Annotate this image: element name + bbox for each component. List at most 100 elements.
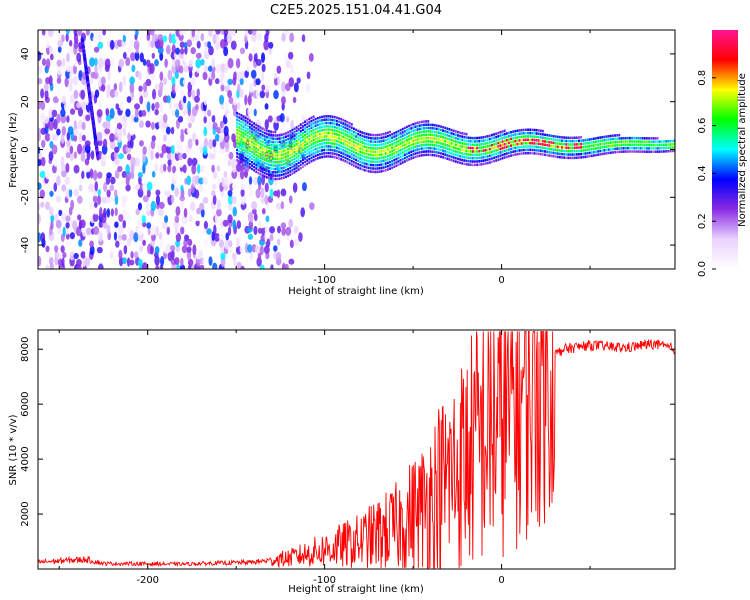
heatmap-cell [539, 146, 542, 149]
heatmap-cell [444, 140, 447, 143]
heatmap-cell [288, 218, 293, 228]
heatmap-cell [106, 224, 111, 235]
heatmap-cell [635, 146, 638, 150]
heatmap-cell [667, 139, 670, 143]
heatmap-cell [251, 154, 253, 157]
heatmap-cell [321, 122, 324, 125]
heatmap-cell [505, 145, 508, 149]
heatmap-cell [289, 32, 295, 43]
heatmap-cell [569, 136, 572, 140]
heatmap-cell [656, 140, 659, 143]
heatmap-cell [414, 155, 417, 159]
heatmap-cell [122, 219, 127, 229]
heatmap-cell [546, 143, 549, 147]
heatmap-cell [282, 146, 285, 149]
heatmap-cell [433, 130, 436, 134]
heatmap-cell [280, 153, 283, 157]
heatmap-cell [376, 170, 379, 174]
heatmap-cell [397, 133, 400, 136]
heatmap-cell [401, 147, 404, 151]
heatmap-cell [295, 136, 298, 139]
heatmap-cell [361, 141, 364, 144]
heatmap-cell [374, 147, 377, 150]
heatmap-cell [272, 144, 275, 147]
heatmap-cell [289, 170, 292, 173]
heatmap-cell [575, 149, 578, 153]
heatmap-cell [571, 143, 574, 146]
heatmap-cell [191, 163, 197, 175]
heatmap-cell [308, 121, 311, 124]
heatmap-cell [350, 163, 353, 166]
heatmap-cell [275, 202, 282, 210]
heatmap-cell [145, 59, 151, 68]
heatmap-cell [537, 132, 540, 136]
heatmap-cell [270, 153, 273, 157]
heatmap-cell [271, 206, 277, 217]
heatmap-cell [253, 52, 258, 63]
heatmap-cell [203, 237, 208, 248]
y-tick-label: 0 [20, 146, 31, 152]
heatmap-cell [442, 136, 445, 139]
heatmap-cell [361, 154, 364, 158]
heatmap-cell [357, 132, 360, 136]
heatmap-cell [312, 145, 315, 149]
heatmap-cell [40, 88, 45, 99]
heatmap-cell [329, 141, 332, 145]
heatmap-cell [355, 165, 357, 168]
heatmap-cells [38, 30, 675, 269]
heatmap-cell [323, 115, 326, 118]
heatmap-cell [270, 167, 273, 170]
heatmap-cell [329, 121, 332, 125]
heatmap-cell [488, 161, 491, 164]
heatmap-cell [367, 133, 370, 136]
heatmap-cell [582, 149, 585, 152]
heatmap-cell [503, 142, 506, 146]
heatmap-cell [184, 45, 188, 55]
heatmap-cell [236, 138, 239, 142]
heatmap-cell [673, 146, 675, 149]
heatmap-cell [242, 131, 245, 135]
heatmap-cell [461, 155, 464, 158]
heatmap-cell [268, 153, 270, 156]
heatmap-cell [395, 154, 398, 157]
heatmap-cell [195, 103, 199, 111]
heatmap-cell [39, 146, 45, 155]
heatmap-cell [142, 206, 147, 216]
heatmap-cell [312, 125, 315, 128]
heatmap-cell [154, 108, 159, 116]
heatmap-cell [121, 201, 127, 208]
heatmap-cell [401, 134, 404, 138]
heatmap-cell [524, 141, 527, 145]
heatmap-cell [45, 201, 51, 211]
heatmap-cell [155, 152, 160, 159]
heatmap-cell [270, 170, 273, 174]
heatmap-cell [179, 89, 185, 98]
heatmap-cell [340, 141, 343, 144]
heatmap-cell [213, 224, 217, 236]
heatmap-cell [147, 226, 151, 236]
heatmap-cell [440, 135, 442, 138]
heatmap-cell [246, 161, 249, 164]
heatmap-cell [246, 131, 249, 134]
heatmap-cell [198, 183, 203, 193]
heatmap-cell [493, 139, 496, 143]
heatmap-cell [645, 150, 648, 153]
heatmap-cell [637, 136, 640, 140]
heatmap-cell [139, 183, 144, 193]
heatmap-cell [244, 143, 247, 146]
heatmap-cell [365, 159, 368, 162]
heatmap-cell [395, 147, 398, 151]
heatmap-cell [401, 151, 404, 154]
heatmap-cell [340, 151, 343, 154]
heatmap-cell [333, 149, 336, 152]
heatmap-cell [73, 252, 79, 260]
heatmap-cell [486, 135, 489, 138]
heatmap-cell [406, 149, 408, 152]
heatmap-cell [518, 129, 521, 132]
heatmap-cell [65, 222, 70, 229]
heatmap-cell [312, 128, 315, 132]
heatmap-cell [289, 195, 293, 204]
heatmap-cell [134, 103, 140, 110]
heatmap-cell [346, 127, 349, 131]
heatmap-cell [38, 182, 42, 190]
